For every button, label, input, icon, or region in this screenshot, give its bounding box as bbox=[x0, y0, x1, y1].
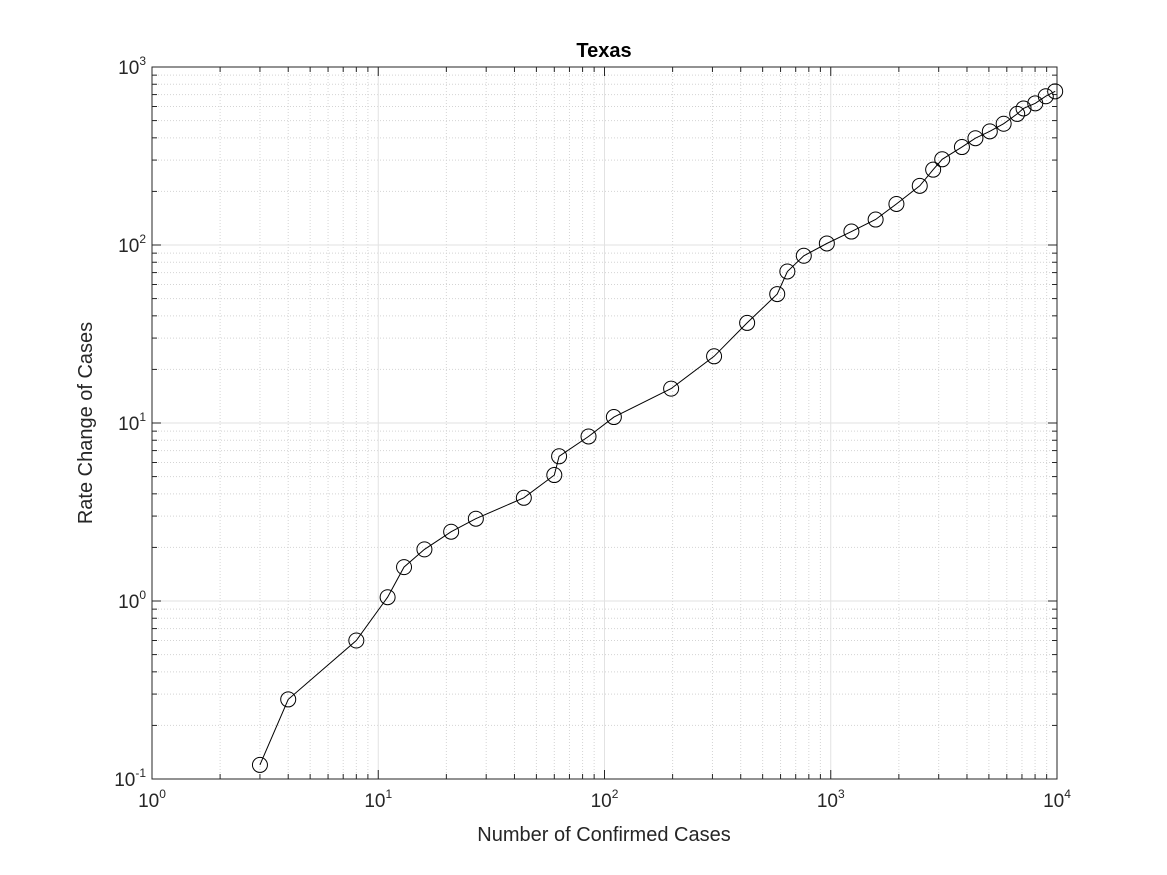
y-tick-label: 102 bbox=[118, 232, 146, 257]
tick-exponent: 0 bbox=[159, 787, 166, 801]
tick-exponent: 3 bbox=[838, 787, 845, 801]
x-axis-label: Number of Confirmed Cases bbox=[477, 824, 730, 846]
y-axis-label: Rate Change of Cases bbox=[75, 322, 97, 524]
data-point bbox=[779, 263, 796, 280]
data-point bbox=[1009, 105, 1026, 122]
data-point bbox=[379, 589, 396, 606]
data-point bbox=[706, 348, 723, 365]
data-point bbox=[953, 139, 970, 156]
series bbox=[251, 83, 1064, 773]
data-point bbox=[967, 130, 984, 147]
data-point bbox=[1015, 100, 1032, 117]
data-point bbox=[843, 223, 860, 240]
data-point bbox=[739, 314, 756, 331]
tick-base: 10 bbox=[118, 592, 139, 613]
tick-base: 10 bbox=[118, 58, 139, 79]
y-tick-label: 101 bbox=[118, 410, 146, 435]
tick-exponent: 1 bbox=[385, 787, 392, 801]
y-tick-label: 10-1 bbox=[114, 766, 146, 791]
grid bbox=[151, 66, 1058, 780]
data-point bbox=[663, 380, 680, 397]
data-point bbox=[925, 161, 942, 178]
data-point bbox=[416, 541, 433, 558]
tick-exponent: 0 bbox=[139, 588, 146, 602]
data-point bbox=[1037, 88, 1054, 105]
tick-base: 10 bbox=[1043, 791, 1064, 812]
tick-exponent: 2 bbox=[612, 787, 619, 801]
data-point bbox=[580, 428, 597, 445]
data-point bbox=[467, 510, 484, 527]
y-tick-label: 103 bbox=[118, 54, 146, 79]
data-point bbox=[1047, 83, 1064, 100]
data-point bbox=[888, 195, 905, 212]
tick-base: 10 bbox=[118, 414, 139, 435]
tick-base: 10 bbox=[591, 791, 612, 812]
data-point bbox=[911, 177, 928, 194]
tick-base: 10 bbox=[118, 236, 139, 257]
data-point bbox=[769, 286, 786, 303]
data-point bbox=[867, 211, 884, 228]
chart-title: Texas bbox=[576, 40, 631, 62]
data-point bbox=[934, 151, 951, 168]
tick-base: 10 bbox=[114, 770, 135, 791]
data-point bbox=[515, 489, 532, 506]
data-point bbox=[280, 691, 297, 708]
tick-exponent: 3 bbox=[139, 54, 146, 68]
tick-base: 10 bbox=[817, 791, 838, 812]
y-tick-label: 100 bbox=[118, 588, 146, 613]
x-tick-label: 101 bbox=[364, 787, 392, 812]
tick-base: 10 bbox=[138, 791, 159, 812]
data-point bbox=[443, 523, 460, 540]
tick-exponent: 2 bbox=[139, 232, 146, 246]
data-point bbox=[795, 247, 812, 264]
data-point bbox=[546, 467, 563, 484]
series-line bbox=[259, 90, 1056, 766]
tick-exponent: -1 bbox=[135, 766, 146, 780]
tick-exponent: 1 bbox=[139, 410, 146, 424]
axes bbox=[151, 66, 1058, 780]
data-point bbox=[605, 409, 622, 426]
data-point bbox=[981, 123, 998, 140]
data-point bbox=[348, 632, 365, 649]
x-tick-label: 102 bbox=[591, 787, 619, 812]
data-point bbox=[551, 448, 568, 465]
data-point bbox=[251, 756, 268, 773]
x-tick-label: 104 bbox=[1043, 787, 1071, 812]
tick-base: 10 bbox=[364, 791, 385, 812]
data-point bbox=[995, 115, 1012, 132]
x-tick-label: 103 bbox=[817, 787, 845, 812]
tick-exponent: 4 bbox=[1064, 787, 1071, 801]
data-point bbox=[818, 235, 835, 252]
data-point bbox=[396, 559, 413, 576]
x-tick-label: 100 bbox=[138, 787, 166, 812]
